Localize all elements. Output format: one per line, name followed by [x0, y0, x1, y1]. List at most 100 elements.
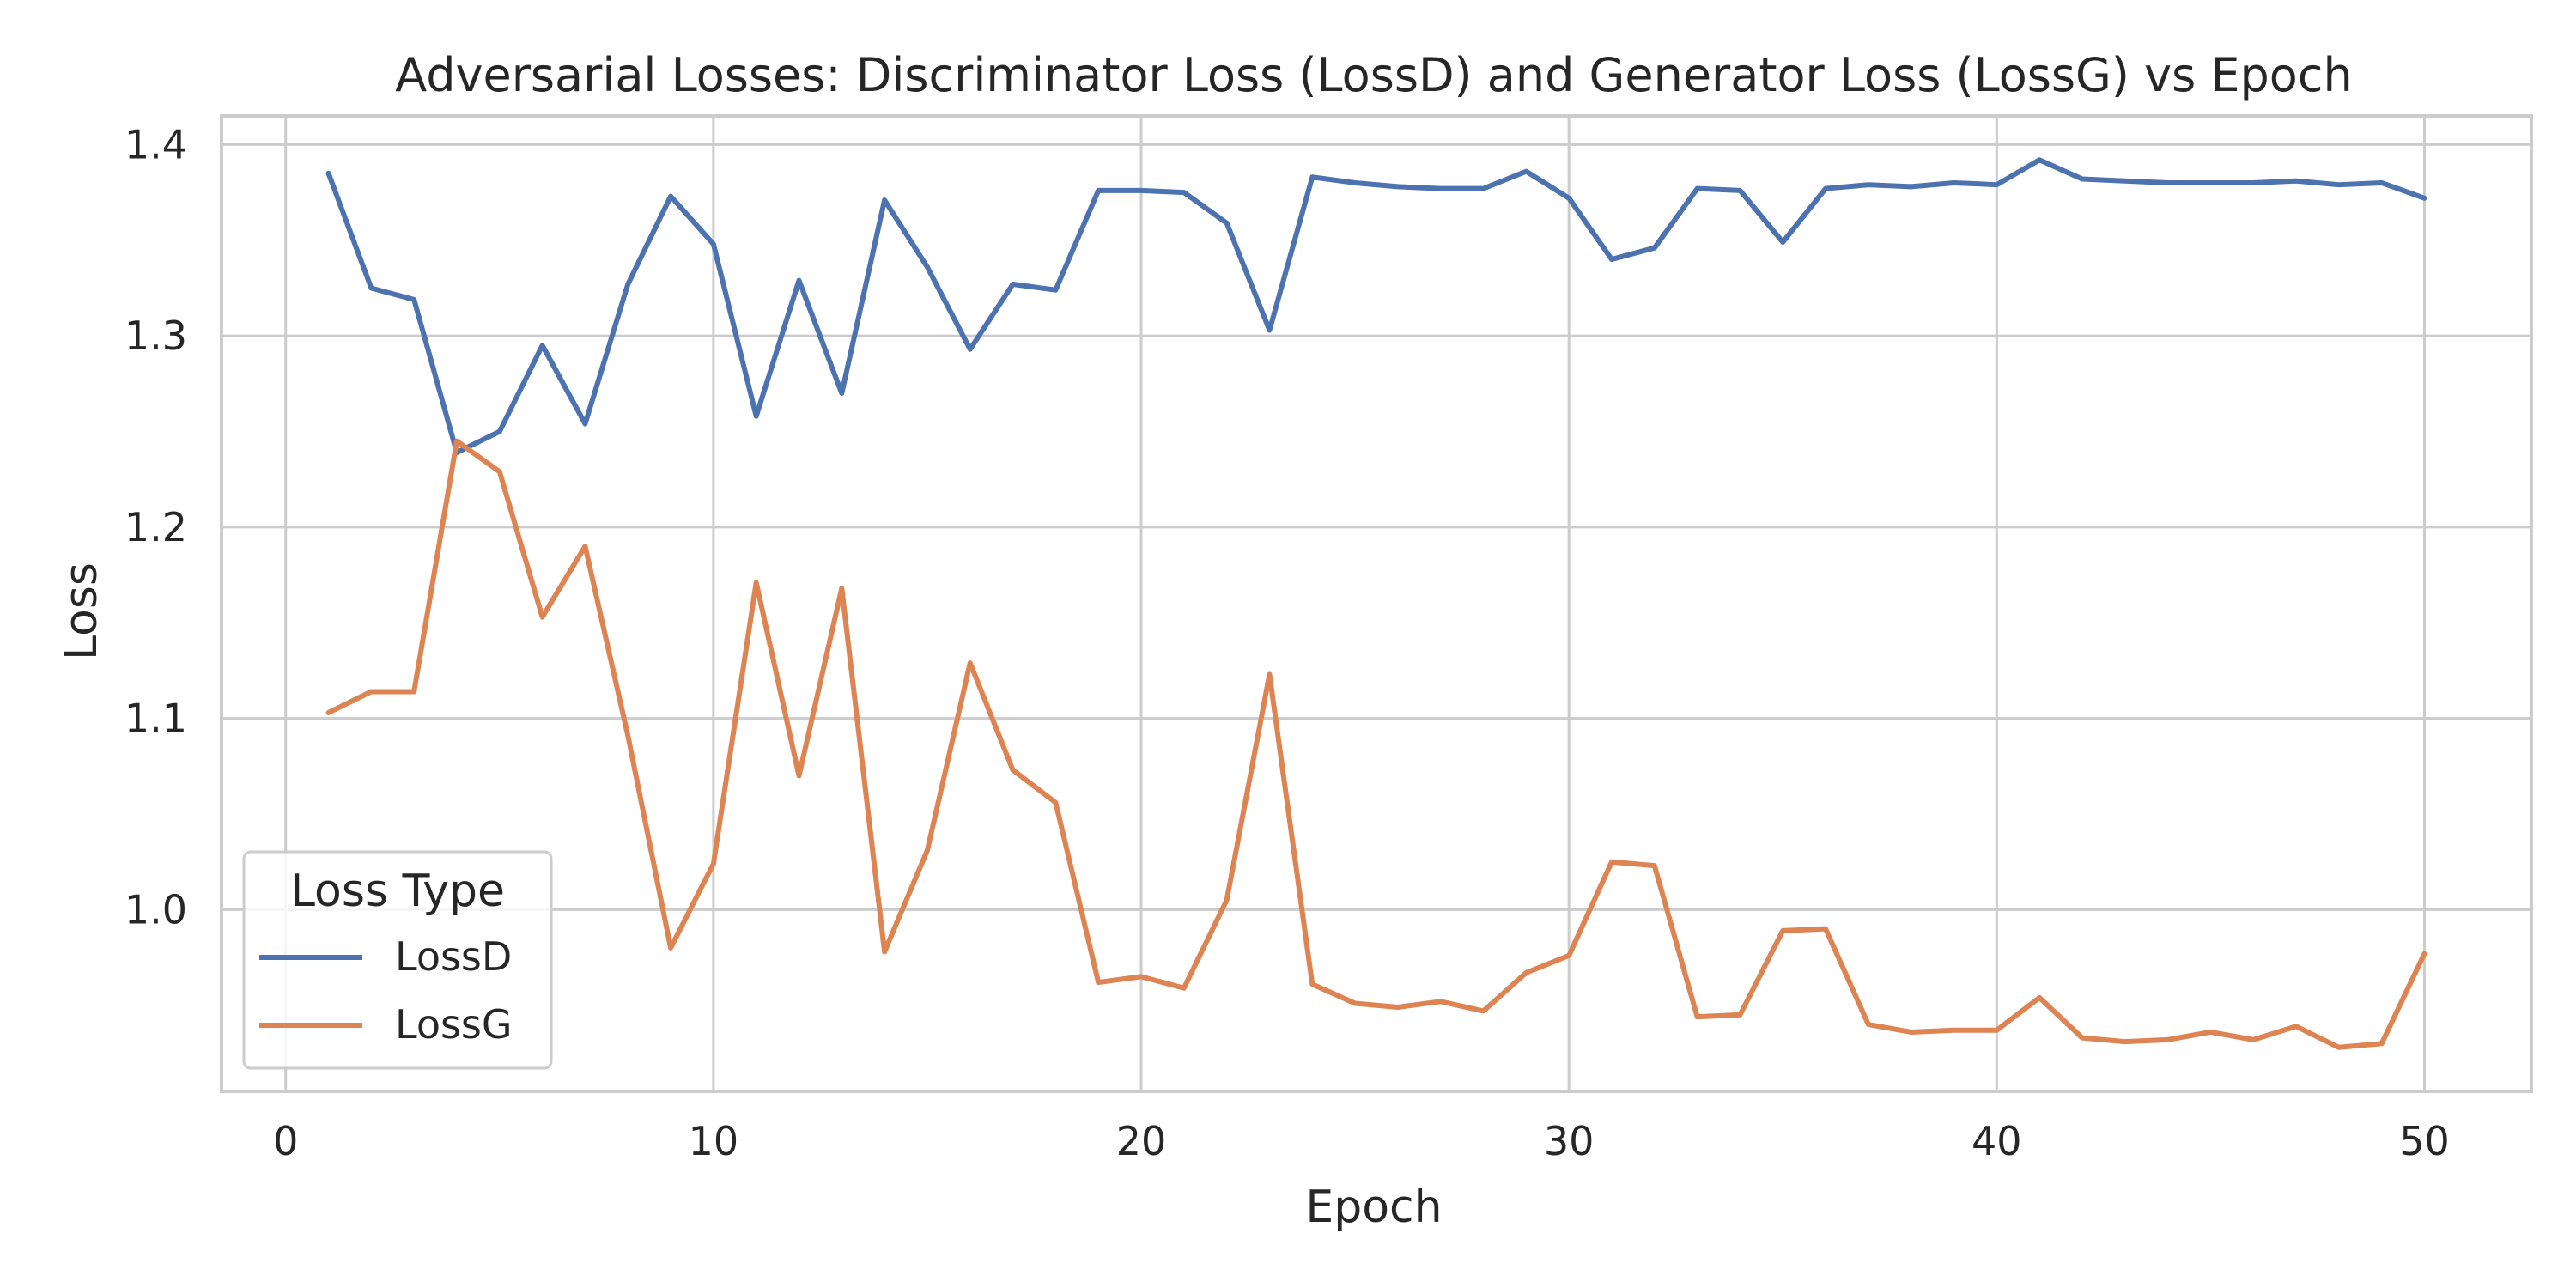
data-point-lossg: [1054, 800, 1058, 805]
data-point-lossd: [2336, 183, 2341, 187]
data-point-lossg: [883, 950, 887, 954]
data-point-lossd: [2379, 180, 2384, 185]
series-line-lossg: [325, 438, 2427, 1050]
axes-frame: [220, 114, 2533, 1093]
data-point-lossd: [1097, 188, 1101, 192]
data-point-lossg: [2123, 1040, 2127, 1044]
data-point-lossd: [1695, 186, 1699, 191]
data-point-lossg: [1310, 982, 1315, 987]
data-point-lossg: [2336, 1045, 2341, 1049]
data-point-lossg: [583, 544, 587, 549]
data-point-lossd: [1995, 183, 1999, 187]
data-point-lossg: [711, 861, 715, 866]
data-point-lossd: [1866, 183, 1870, 187]
data-point-lossd: [711, 242, 715, 246]
legend-box: [242, 850, 553, 1070]
chart-title: Adversarial Losses: Discriminator Loss (…: [395, 48, 2352, 102]
data-point-lossg: [2294, 1024, 2299, 1029]
data-point-lossd: [1824, 186, 1828, 191]
data-point-lossd: [1182, 191, 1186, 195]
data-point-lossd: [1353, 180, 1358, 185]
data-point-lossg: [1524, 970, 1528, 975]
legend-title: Loss Type: [290, 866, 505, 917]
data-point-lossg: [797, 774, 801, 778]
data-point-lossg: [1866, 1023, 1870, 1027]
data-point-lossg: [1909, 1030, 1913, 1034]
data-point-lossd: [583, 422, 587, 426]
data-point-lossd: [369, 286, 374, 290]
data-point-lossd: [1310, 175, 1315, 179]
data-point-lossd: [1524, 169, 1528, 173]
data-point-lossd: [1738, 188, 1742, 192]
data-point-lossg: [626, 733, 630, 738]
data-point-lossd: [1952, 180, 1956, 185]
data-point-lossd: [1652, 246, 1656, 250]
tick-layer: 0 10 20 30 40 50 1.0 1.1 1.2 1.3 1.4: [125, 121, 2450, 1164]
data-point-lossg: [412, 690, 416, 694]
y-tick-label: 1.3: [125, 313, 187, 359]
data-point-lossd: [1267, 328, 1272, 332]
data-point-lossd: [1567, 196, 1571, 200]
data-point-lossg: [1395, 1005, 1400, 1009]
data-point-lossg: [1481, 1009, 1485, 1013]
x-tick-label: 0: [273, 1118, 298, 1164]
data-point-lossd: [1224, 221, 1229, 225]
data-point-lossd: [2038, 158, 2042, 162]
series-layer: [325, 157, 2427, 1050]
data-point-lossg: [326, 710, 331, 714]
data-point-lossg: [1652, 864, 1656, 868]
data-point-lossg: [2422, 951, 2427, 956]
data-point-lossg: [454, 439, 459, 443]
data-point-lossd: [2294, 179, 2299, 183]
data-point-lossg: [669, 945, 673, 950]
data-point-lossg: [754, 580, 758, 585]
data-point-lossd: [2123, 179, 2127, 183]
x-axis-label: Epoch: [1305, 1182, 1442, 1233]
data-point-lossg: [1738, 1012, 1742, 1017]
data-point-lossd: [925, 264, 929, 269]
data-point-lossg: [369, 690, 374, 694]
data-point-lossd: [754, 414, 758, 418]
x-tick-label: 30: [1544, 1118, 1595, 1164]
data-point-lossg: [2251, 1037, 2256, 1042]
series-line-lossd: [325, 157, 2427, 456]
data-point-lossg: [1353, 1001, 1358, 1005]
data-point-lossd: [497, 429, 501, 434]
legend-label-lossg: LossG: [395, 1001, 513, 1048]
data-point-lossg: [1438, 999, 1443, 1004]
data-point-lossd: [1395, 185, 1400, 189]
data-point-lossg: [840, 586, 844, 591]
grid-layer: [222, 116, 2531, 1091]
y-tick-label: 1.2: [125, 504, 187, 550]
data-point-lossg: [1224, 898, 1229, 902]
data-point-lossg: [1824, 927, 1828, 931]
x-tick-label: 50: [2399, 1118, 2450, 1164]
data-point-lossd: [797, 278, 801, 283]
data-point-lossd: [1011, 283, 1015, 287]
data-point-lossd: [1909, 185, 1913, 189]
data-point-lossd: [2422, 196, 2427, 200]
y-tick-label: 1.1: [125, 696, 187, 742]
data-point-lossg: [1267, 672, 1272, 677]
data-point-lossg: [1995, 1028, 1999, 1032]
data-point-lossd: [968, 347, 972, 351]
data-point-lossg: [2166, 1037, 2170, 1042]
data-point-lossg: [1011, 768, 1015, 772]
data-point-lossg: [2038, 995, 2042, 999]
data-point-lossd: [1481, 186, 1485, 191]
legend: Loss Type LossD LossG: [242, 850, 553, 1070]
data-point-lossd: [1139, 188, 1144, 192]
data-point-lossg: [1139, 975, 1144, 979]
data-point-lossd: [1781, 240, 1785, 245]
data-point-lossd: [1609, 258, 1613, 262]
y-tick-label: 1.4: [125, 121, 187, 167]
data-point-lossd: [412, 297, 416, 301]
data-point-lossd: [1054, 288, 1058, 292]
data-point-lossd: [2166, 180, 2170, 185]
data-point-lossg: [1781, 928, 1785, 933]
data-point-lossd: [883, 198, 887, 203]
data-point-lossg: [2080, 1036, 2084, 1040]
y-tick-label: 1.0: [125, 886, 187, 933]
